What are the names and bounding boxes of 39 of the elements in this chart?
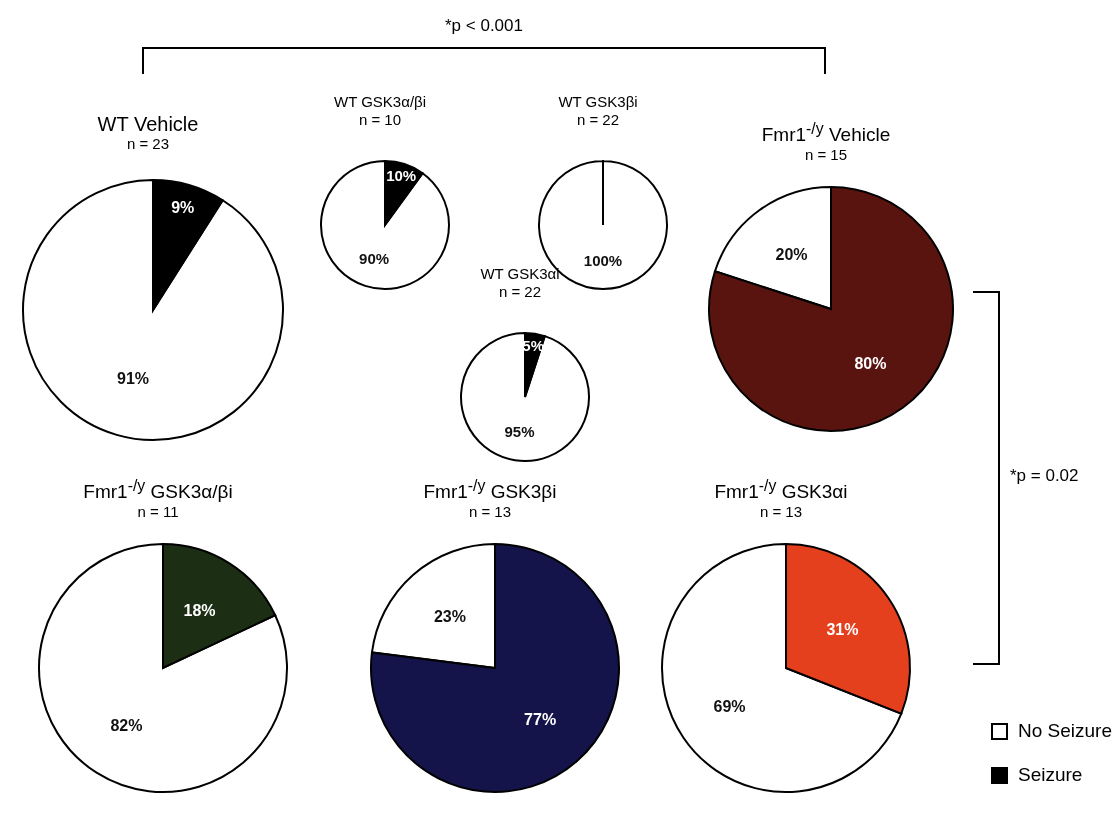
chart-subtitle: n = 13 — [758, 503, 804, 522]
chart-title: WT GSK3αi — [480, 265, 560, 282]
pie-slice — [320, 160, 450, 290]
chart-subtitle: n = 13 — [467, 503, 513, 522]
data-label: 69% — [713, 697, 746, 715]
data-label: 82% — [110, 717, 143, 735]
legend-label: No Seizure — [1018, 720, 1112, 742]
data-label: 23% — [433, 608, 466, 626]
data-label: 20% — [775, 246, 808, 264]
chart-subtitle: n = 22 — [575, 110, 621, 129]
data-label: 18% — [183, 601, 216, 619]
text: *p < 0.001 — [444, 16, 524, 36]
chart-title: Fmr1$^{-/y}$ GSK3αi — [713, 477, 849, 504]
chart-subtitle: n = 10 — [357, 110, 403, 129]
pie-slice — [460, 332, 590, 462]
chart-title: WT Vehicle — [96, 113, 200, 135]
data-label: 90% — [359, 249, 390, 267]
chart-subtitle: n = 11 — [136, 503, 180, 522]
pie-slice — [708, 186, 954, 432]
data-label: 77% — [524, 710, 557, 728]
data-label: 10% — [386, 166, 417, 184]
chart-subtitle: n = 15 — [803, 146, 849, 165]
chart-title: WT GSK3βi — [557, 93, 639, 111]
data-label: 100% — [583, 251, 623, 269]
pie-slice — [38, 543, 288, 793]
chart-title: WT GSK3α/βi — [332, 93, 427, 111]
chart-subtitle: n = 23 — [125, 135, 171, 153]
chart-title: Fmr1$^{-/y}$ GSK3βi — [422, 477, 558, 504]
chart-title: Fmr1$^{-/y}$ Vehicle — [760, 120, 892, 147]
chart-subtitle: n = 22 — [497, 282, 543, 301]
text: *p = 0.02 — [1010, 466, 1079, 486]
data-label: 80% — [854, 354, 887, 372]
data-label: 95% — [504, 423, 535, 441]
data-label: 91% — [117, 370, 150, 388]
data-label: 31% — [826, 621, 859, 639]
legend-label: Seizure — [1018, 764, 1083, 786]
data-label: 9% — [171, 199, 195, 217]
chart-title: Fmr1$^{-/y}$ GSK3α/βi — [82, 477, 234, 504]
pie-slice — [370, 543, 620, 793]
